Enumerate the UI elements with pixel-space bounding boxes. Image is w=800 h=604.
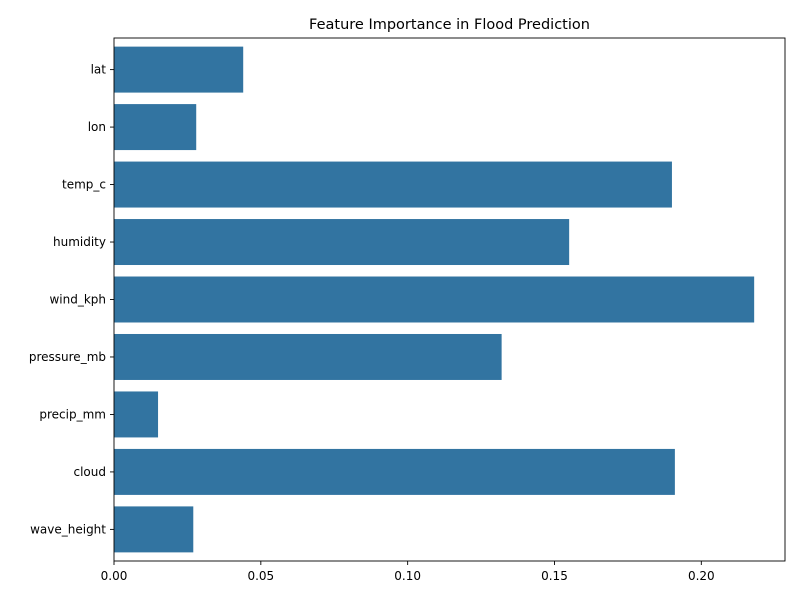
y-tick-label: humidity — [53, 235, 106, 249]
bar-temp-c — [114, 161, 672, 208]
x-tick-label: 0.15 — [541, 569, 568, 583]
bar-lon — [114, 104, 197, 151]
bar-wave-height — [114, 506, 194, 553]
bar-cloud — [114, 448, 675, 495]
y-tick-label: lon — [88, 120, 106, 134]
x-tick-label: 0.00 — [101, 569, 128, 583]
x-tick-label: 0.05 — [247, 569, 274, 583]
y-tick-label: precip_mm — [39, 407, 106, 421]
x-tick-label: 0.10 — [394, 569, 421, 583]
y-axis: lat lon temp_c humidity wind_kph pressure_mbp… — [29, 63, 114, 536]
y-tick-label: pressure_mb — [29, 350, 106, 364]
plot-frame — [113, 37, 786, 562]
bar-wind-kph — [114, 276, 755, 323]
y-tick-label: lat — [91, 63, 107, 77]
bar-precip-mm — [114, 391, 159, 438]
bar-pressure-mb — [114, 333, 502, 380]
chart-title: Feature Importance in Flood Prediction — [309, 17, 590, 33]
y-tick-label: cloud — [74, 465, 107, 479]
bars-layer — [114, 46, 755, 553]
x-tick-label: 0.20 — [688, 569, 715, 583]
x-axis: 0.00 0.05 0.10 0.15 0.20 — [101, 561, 715, 583]
bar-lat — [114, 46, 244, 93]
y-tick-label: temp_c — [62, 178, 106, 192]
y-tick-label: wave_height — [30, 522, 106, 536]
y-tick-label: wind_kph — [49, 293, 106, 307]
bar-humidity — [114, 219, 570, 266]
